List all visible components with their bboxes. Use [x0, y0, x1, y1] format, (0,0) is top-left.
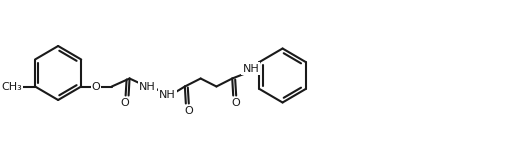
Text: NH: NH: [159, 90, 176, 100]
Text: O: O: [185, 106, 193, 117]
Text: CH₃: CH₃: [1, 81, 22, 91]
Text: O: O: [120, 98, 129, 108]
Text: NH: NH: [139, 81, 156, 91]
Text: O: O: [232, 98, 240, 108]
Text: NH: NH: [242, 64, 259, 74]
Text: O: O: [92, 81, 100, 91]
